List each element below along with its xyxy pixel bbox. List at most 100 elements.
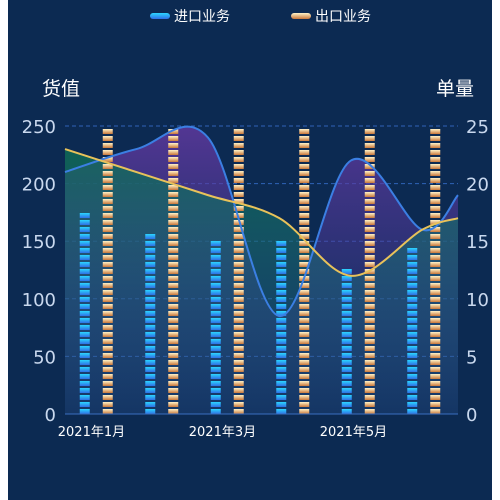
export-bar-segment — [430, 227, 441, 232]
export-bar-segment — [168, 143, 179, 148]
export-bar-segment — [233, 136, 244, 141]
export-bar-segment — [102, 129, 113, 134]
export-bar-segment — [430, 241, 441, 246]
import-bar-segment — [341, 297, 352, 302]
import-bar-segment — [79, 318, 90, 323]
export-bar-segment — [364, 409, 375, 414]
export-bar-segment — [430, 318, 441, 323]
import-bar-segment — [341, 353, 352, 358]
export-bar-segment — [168, 248, 179, 253]
export-bar-segment — [364, 136, 375, 141]
export-bar-segment — [430, 297, 441, 302]
export-bar-segment — [430, 395, 441, 400]
legend-swatch — [150, 13, 170, 19]
legend-item-import[interactable]: 进口业务 — [150, 9, 230, 25]
export-bar-segment — [102, 283, 113, 288]
export-bar-segment — [430, 192, 441, 197]
chart-panel: 0 50 100 150 200 250 0 5 10 15 20 25 货值 单量 2021年1月 2021… — [8, 0, 492, 500]
import-bar-segment — [145, 395, 156, 400]
import-bar-segment — [341, 269, 352, 274]
export-bar-segment — [364, 248, 375, 253]
export-bar-segment — [430, 220, 441, 225]
export-bar-segment — [364, 360, 375, 365]
import-bar — [407, 248, 418, 414]
import-bar-segment — [407, 381, 418, 386]
export-bar-segment — [168, 332, 179, 337]
export-bar-segment — [364, 388, 375, 393]
export-bar-segment — [102, 367, 113, 372]
import-bar — [341, 269, 352, 414]
export-bar-segment — [299, 213, 310, 218]
export-bar-segment — [102, 409, 113, 414]
export-bar-segment — [102, 143, 113, 148]
export-bar-segment — [168, 206, 179, 211]
x-tick-label: 2021年1月 — [58, 425, 125, 440]
import-bar-segment — [79, 269, 90, 274]
export-bar-segment — [102, 227, 113, 232]
import-bar-segment — [79, 332, 90, 337]
export-bar-segment — [102, 325, 113, 330]
export-bar-segment — [430, 304, 441, 309]
import-bar-segment — [407, 269, 418, 274]
export-bar-segment — [233, 171, 244, 176]
import-bar-segment — [210, 297, 221, 302]
import-bar-segment — [276, 241, 287, 246]
y-left-axis-label: 货值 — [42, 78, 80, 100]
export-bar-segment — [233, 283, 244, 288]
import-bar-segment — [79, 353, 90, 358]
export-bar-segment — [299, 206, 310, 211]
export-bar-segment — [430, 402, 441, 407]
import-bar-segment — [145, 332, 156, 337]
line_blue-line — [64, 125, 459, 318]
export-bar-segment — [299, 241, 310, 246]
import-bar-segment — [145, 409, 156, 414]
import-bar — [276, 241, 287, 414]
export-bar-segment — [364, 213, 375, 218]
export-bar-segment — [364, 150, 375, 155]
import-bar-segment — [210, 248, 221, 253]
export-bar-segment — [168, 409, 179, 414]
export-bar-segment — [430, 234, 441, 239]
legend[interactable]: 进口业务 出口业务 — [150, 9, 371, 25]
import-bar-segment — [341, 367, 352, 372]
export-bar-segment — [233, 206, 244, 211]
import-bar-segment — [276, 262, 287, 267]
import-bar-segment — [407, 283, 418, 288]
export-bar-segment — [430, 339, 441, 344]
export-bar-segment — [168, 157, 179, 162]
export-bar-segment — [168, 346, 179, 351]
export-bar-segment — [430, 409, 441, 414]
export-bar-segment — [364, 367, 375, 372]
import-bar-segment — [407, 318, 418, 323]
export-bar-segment — [299, 269, 310, 274]
export-bar-segment — [430, 353, 441, 358]
export-bar-segment — [102, 220, 113, 225]
line-layer — [64, 125, 459, 318]
import-bar-segment — [407, 353, 418, 358]
export-bar-segment — [233, 276, 244, 281]
export-bar-segment — [168, 178, 179, 183]
export-bar-segment — [299, 185, 310, 190]
export-bar-segment — [168, 164, 179, 169]
y-right-tick: 10 — [466, 290, 489, 311]
import-bar-segment — [210, 269, 221, 274]
export-bar-segment — [430, 367, 441, 372]
export-bar-segment — [430, 346, 441, 351]
export-bar-segment — [430, 129, 441, 134]
export-bar-segment — [299, 353, 310, 358]
import-bar-segment — [145, 325, 156, 330]
export-bar-segment — [233, 297, 244, 302]
export-bar-segment — [364, 353, 375, 358]
export-bar-segment — [299, 304, 310, 309]
import-bar-segment — [145, 262, 156, 267]
export-bar-segment — [430, 269, 441, 274]
import-bar-segment — [407, 262, 418, 267]
line_yellow-line — [64, 148, 459, 277]
import-bar-segment — [341, 290, 352, 295]
import-bar-segment — [210, 276, 221, 281]
legend-item-export[interactable]: 出口业务 — [291, 9, 371, 25]
import-bar-segment — [276, 402, 287, 407]
export-bar-segment — [168, 220, 179, 225]
import-bar-segment — [79, 248, 90, 253]
import-bar-segment — [145, 381, 156, 386]
